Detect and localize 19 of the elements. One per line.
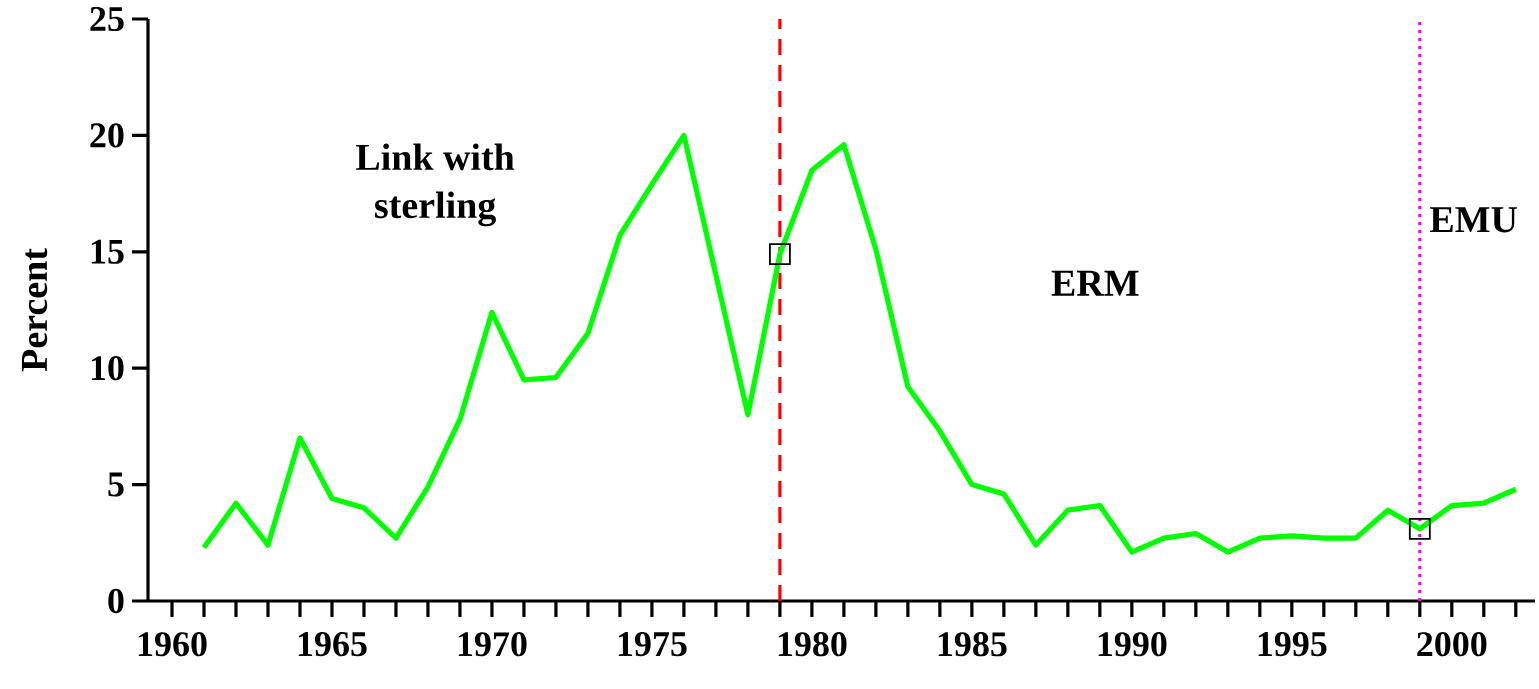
y-tick-label: 15 [91,239,124,264]
annotation: EMU [1429,207,1518,233]
x-tick-label: 1990 [1098,632,1167,657]
annotation: Link with sterling [356,143,515,227]
x-tick-label: 1960 [138,632,207,657]
annotation: ERM [1051,270,1139,296]
y-tick-label: 20 [90,123,124,148]
y-tick-label: 5 [108,472,124,497]
x-tick-label: 1980 [778,632,847,657]
y-tick-label: 10 [91,356,124,381]
x-tick-label: 2000 [1417,632,1487,657]
x-tick-label: 1985 [938,632,1007,657]
y-tick-label: 25 [90,6,124,32]
y-axis-title: Percent [21,248,48,372]
x-tick-label: 1975 [618,632,687,657]
x-tick-label: 1970 [458,632,527,657]
x-tick-label: 1995 [1258,632,1327,657]
x-tick-label: 1965 [298,632,367,657]
y-tick-label: 0 [108,588,124,614]
